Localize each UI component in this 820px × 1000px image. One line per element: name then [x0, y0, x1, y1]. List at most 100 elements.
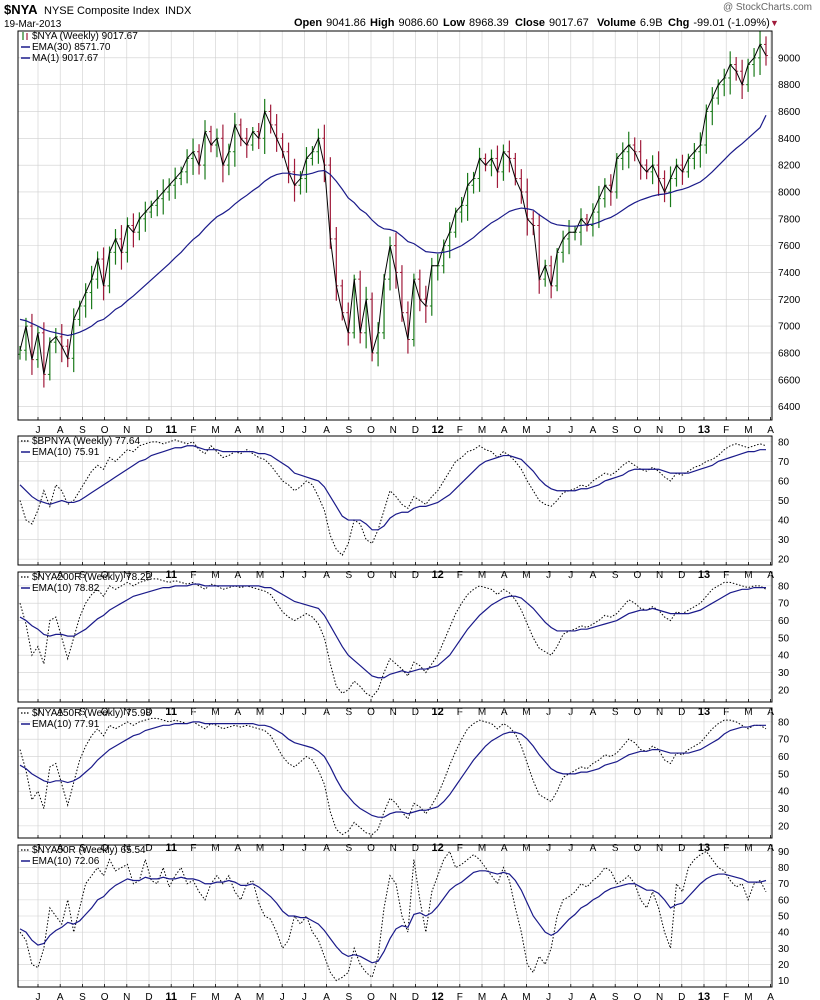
quote-label: Close — [515, 17, 545, 29]
quote-chg: Chg -99.01 (-1.09%) — [668, 17, 770, 29]
panel-5: 10 20 30 40 50 60 70 80 90 $NYA50R (Weekly) 65.54… — [17, 844, 790, 1000]
y-tick-label: 50 — [778, 496, 790, 507]
y-tick-label: 70 — [778, 735, 790, 746]
x-month-label: N — [390, 425, 397, 436]
x-month-label: N — [390, 992, 397, 1000]
ema10-line — [19, 583, 766, 679]
x-month-label: A — [57, 992, 64, 1000]
y-tick-label: 7000 — [778, 322, 801, 333]
x-month-label: D — [678, 992, 685, 1000]
x-month-label: M — [744, 992, 752, 1000]
legend-entry: MA(1) 9017.67 — [32, 53, 99, 64]
y-tick-label: 80 — [778, 863, 790, 874]
y-tick-label: 40 — [778, 516, 790, 527]
x-month-label: D — [145, 425, 152, 436]
x-month-label: S — [79, 992, 86, 1000]
x-month-label: S — [612, 992, 619, 1000]
y-tick-label: 40 — [778, 651, 790, 662]
x-month-label: A — [501, 992, 508, 1000]
y-tick-label: 30 — [778, 535, 790, 546]
panel-3: 20 30 40 50 60 70 80 $NYA200R (Weekly) 78.22EMA… — [17, 571, 790, 718]
x-month-label: M — [522, 425, 530, 436]
legend-entry: $BPNYA (Weekly) 77.64 — [32, 436, 140, 447]
x-month-label: A — [234, 425, 241, 436]
quote-value: 9086.60 — [398, 17, 438, 29]
legend-entry: EMA(10) 75.91 — [32, 447, 100, 458]
x-month-label: O — [367, 992, 375, 1000]
y-tick-label: 80 — [778, 717, 790, 728]
x-year-label: 12 — [431, 991, 443, 1000]
x-month-label: J — [280, 425, 285, 436]
legend-entry: EMA(10) 77.91 — [32, 719, 100, 730]
x-month-label: F — [457, 992, 463, 1000]
x-month-label: J — [546, 425, 551, 436]
x-month-label: J — [302, 992, 307, 1000]
x-month-label: M — [211, 992, 219, 1000]
x-month-label: M — [211, 425, 219, 436]
legend-entry: EMA(10) 78.82 — [32, 583, 100, 594]
ema10-line — [19, 870, 767, 964]
y-tick-label: 70 — [778, 457, 790, 468]
y-tick-label: 50 — [778, 912, 790, 923]
y-tick-label: 50 — [778, 633, 790, 644]
x-month-label: J — [302, 425, 307, 436]
x-month-label: S — [345, 992, 352, 1000]
index-name: NYSE Composite Index — [44, 5, 160, 17]
panel-4: 20 30 40 50 60 70 80 $NYA150R (Weekly) 75.98EMA… — [17, 707, 790, 854]
x-month-label: D — [145, 992, 152, 1000]
x-month-label: J — [36, 425, 41, 436]
quote-label: Low — [443, 17, 465, 29]
x-month-label: M — [478, 992, 486, 1000]
y-tick-label: 20 — [778, 960, 790, 971]
quote-value: 8968.39 — [469, 17, 509, 29]
y-tick-label: 7200 — [778, 295, 801, 306]
quote-value: -99.01 (-1.09%) — [693, 17, 769, 29]
x-month-label: N — [123, 425, 130, 436]
x-month-label: F — [190, 992, 196, 1000]
x-month-label: D — [412, 992, 419, 1000]
y-tick-label: 60 — [778, 616, 790, 627]
x-year-label: 13 — [698, 991, 710, 1000]
x-month-label: A — [590, 425, 597, 436]
y-tick-label: 8000 — [778, 187, 801, 198]
quote-close: Close 9017.67 — [515, 17, 589, 29]
legend-entry: $NYA200R (Weekly) 78.22 — [32, 572, 152, 583]
x-month-label: O — [101, 992, 109, 1000]
panel-frame — [17, 707, 773, 839]
x-month-label: A — [323, 992, 330, 1000]
y-tick-label: 8800 — [778, 80, 801, 91]
x-month-label: D — [412, 425, 419, 436]
y-tick-label: 60 — [778, 476, 790, 487]
x-month-label: M — [478, 425, 486, 436]
x-year-label: 13 — [698, 424, 710, 436]
x-month-label: O — [367, 425, 375, 436]
panel-frame — [17, 571, 773, 703]
y-tick-label: 50 — [778, 769, 790, 780]
y-tick-label: 7400 — [778, 268, 801, 279]
x-month-label: N — [656, 992, 663, 1000]
x-year-label: 11 — [165, 424, 177, 436]
x-month-label: S — [345, 425, 352, 436]
x-month-label: S — [79, 425, 86, 436]
x-month-label: F — [723, 425, 729, 436]
symbol: $NYA — [4, 2, 38, 17]
x-month-label: O — [634, 425, 642, 436]
y-tick-label: 30 — [778, 804, 790, 815]
gridlines — [18, 845, 772, 987]
quote-volume: Volume 6.9B — [597, 17, 663, 29]
legend-entry: $NYA150R (Weekly) 75.98 — [32, 708, 152, 719]
y-tick-label: 90 — [778, 847, 790, 858]
y-tick-label: 60 — [778, 752, 790, 763]
x-month-label: M — [522, 992, 530, 1000]
x-month-label: M — [744, 425, 752, 436]
quote-high: High 9086.60 — [370, 17, 438, 29]
legend-entry: $NYA50R (Weekly) 65.54 — [32, 845, 146, 856]
quote-value: 9017.67 — [549, 17, 589, 29]
y-tick-label: 8600 — [778, 107, 801, 118]
legend-entry: EMA(10) 72.06 — [32, 856, 100, 867]
quote-low: Low 8968.39 — [443, 17, 509, 29]
